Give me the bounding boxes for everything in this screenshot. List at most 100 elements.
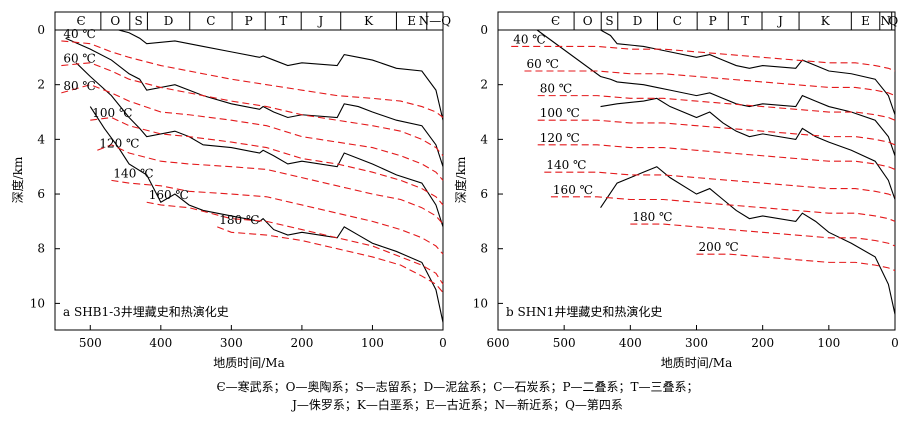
isotherm-label: 140 ℃	[113, 166, 153, 180]
period-label-T: T	[741, 14, 749, 28]
panel-a: Є O S D C P T J K E N—Q 500 400 300 200 100 0 0 2 4 6 8 10 地质时间…	[10, 11, 452, 370]
period-label-O: O	[583, 14, 593, 28]
isotherm-4	[90, 116, 444, 206]
isotherm-label: 140 ℃	[546, 158, 586, 172]
period-label-J: J	[317, 14, 324, 28]
period-label-K: K	[821, 14, 831, 28]
isotherm-9	[696, 253, 896, 272]
isotherm-label: 40 ℃	[513, 32, 546, 46]
y-axis-label: 深度/km	[453, 156, 468, 203]
isotherm-2	[61, 62, 444, 157]
x-tick-label: 500	[79, 336, 102, 350]
period-label-C: C	[673, 14, 682, 28]
period-label-J: J	[776, 14, 783, 28]
isotherm-5	[97, 144, 444, 225]
isotherm-7	[550, 196, 896, 222]
isotherm-label: 40 ℃	[63, 27, 96, 41]
isotherm-6	[111, 179, 444, 255]
period-label-O: O	[110, 14, 120, 28]
y-tick-label: 8	[480, 242, 488, 256]
isotherm-label: 80 ℃	[63, 79, 96, 93]
period-label-C: C	[206, 14, 215, 28]
legend-line-1: Є—寒武系；O—奥陶系；S—志留系；D—泥盆系；C—石炭系；P—二叠系；T—三叠…	[216, 380, 699, 394]
x-tick-label: 400	[149, 336, 172, 350]
plot-frame	[54, 11, 444, 331]
y-tick-label: 6	[37, 187, 45, 201]
legend-line-2: J—侏罗系；K—白垩系；E—古近系；N—新近系；Q—第四系	[292, 398, 623, 412]
x-tick-label: 0	[439, 336, 447, 350]
period-label-D: D	[164, 14, 174, 28]
x-tick-label: 400	[619, 336, 642, 350]
y-tick-label: 8	[37, 242, 45, 256]
isotherm-label: 120 ℃	[540, 131, 580, 145]
period-label-N—Q: N—Q	[419, 14, 452, 28]
y-tick-label: 10	[473, 296, 488, 310]
isotherm-5	[537, 144, 896, 170]
y-tick-label: 0	[480, 23, 488, 37]
x-tick-label: 100	[817, 336, 840, 350]
y-tick-label: 10	[30, 296, 45, 310]
isotherm-label: 120 ℃	[99, 136, 139, 150]
isotherm-2	[524, 70, 896, 97]
burial-line-2	[536, 29, 896, 156]
isotherm-8	[630, 223, 896, 247]
period-label-Є: Є	[551, 14, 560, 28]
period-label-T: T	[279, 14, 287, 28]
y-tick-label: 4	[480, 132, 488, 146]
y-tick-label: 4	[37, 132, 45, 146]
period-label-D: D	[633, 14, 643, 28]
isotherm-label: 80 ℃	[540, 82, 573, 96]
period-label-E: E	[407, 14, 416, 28]
period-label-Є: Є	[77, 14, 86, 28]
period-label-E: E	[861, 14, 870, 28]
x-tick-label: 100	[361, 336, 384, 350]
isotherm-label: 100 ℃	[92, 106, 132, 120]
y-tick-label: 6	[480, 187, 488, 201]
burial-line-1	[537, 29, 896, 115]
isotherm-label: 200 ℃	[699, 240, 739, 254]
isotherm-label: 100 ℃	[540, 106, 580, 120]
burial-line-2	[65, 37, 444, 167]
x-tick-label: 600	[487, 336, 510, 350]
isotherm-label: 180 ℃	[632, 210, 672, 224]
period-label-N: N	[880, 14, 891, 28]
x-tick-label: 200	[751, 336, 774, 350]
panel-label: b SHN1井埋藏史和热演化史	[506, 304, 662, 319]
y-tick-label: 2	[37, 78, 45, 92]
isotherm-label: 60 ℃	[526, 57, 559, 71]
isotherm-1	[511, 45, 896, 72]
isotherm-label: 160 ℃	[553, 183, 593, 197]
period-label-Q: Q	[888, 14, 898, 28]
isotherm-label: 160 ℃	[149, 188, 189, 202]
isotherm-1	[61, 40, 444, 118]
burial-line-4	[600, 166, 896, 315]
period-label-P: P	[245, 14, 253, 28]
isotherm-6	[544, 171, 896, 198]
x-tick-label: 500	[553, 336, 576, 350]
isotherm-3	[537, 95, 896, 121]
panel-label: a SHB1-3井埋藏史和热演化史	[63, 304, 229, 319]
period-label-P: P	[709, 14, 717, 28]
period-label-K: K	[364, 14, 374, 28]
x-tick-label: 300	[685, 336, 708, 350]
burial-line-4	[89, 106, 444, 323]
x-tick-label: 0	[891, 336, 899, 350]
x-axis-label: 地质时间/Ma	[213, 356, 285, 370]
x-axis-label: 地质时间/Ma	[661, 356, 733, 370]
period-label-S: S	[605, 14, 613, 28]
x-tick-label: 200	[290, 336, 313, 350]
isotherm-3	[61, 84, 444, 181]
burial-line-3	[600, 97, 896, 200]
isotherm-4	[537, 119, 896, 146]
panel-b: Є O S D C P T J K E NQ 600 500 400 300 200 100 0 0 2 4 6 8 10 地质…	[453, 11, 899, 370]
isotherm-7	[146, 201, 444, 285]
y-tick-label: 2	[480, 78, 488, 92]
isotherm-label: 60 ℃	[63, 52, 96, 66]
y-tick-label: 0	[37, 23, 45, 37]
isotherm-label: 180 ℃	[219, 213, 259, 227]
burial-line-3	[75, 62, 444, 228]
x-tick-label: 300	[220, 336, 243, 350]
burial-line-1	[61, 29, 444, 121]
period-label-S: S	[134, 14, 142, 28]
